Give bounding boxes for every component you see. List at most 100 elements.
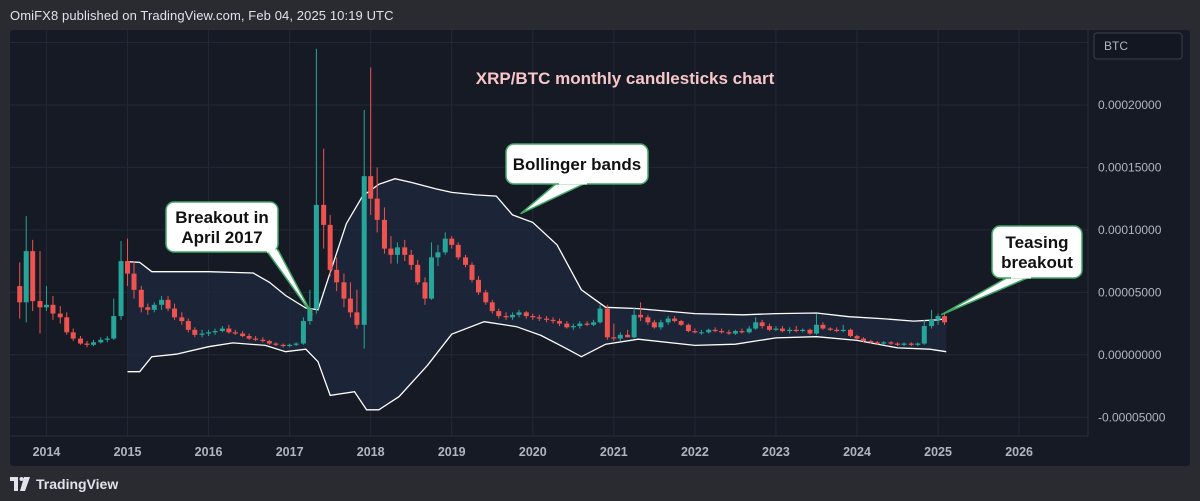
candle (435, 244, 441, 267)
candle (159, 296, 165, 310)
candle (698, 329, 704, 335)
y-tick-label: -0.00005000 (1098, 410, 1166, 424)
candle-body (611, 337, 617, 339)
x-tick-label: 2016 (195, 445, 223, 459)
candle (753, 317, 759, 330)
candle-body (638, 314, 644, 318)
callout-text: April 2017 (181, 228, 262, 247)
candle (455, 242, 461, 260)
candle-body (104, 338, 110, 340)
candle-body (577, 323, 583, 327)
x-tick-label: 2017 (276, 445, 304, 459)
candle-body (685, 324, 691, 332)
callout-text: Breakout in (175, 208, 269, 227)
candle (483, 289, 489, 305)
candle-body (327, 224, 333, 270)
candle (125, 238, 131, 287)
candle-body (179, 317, 185, 322)
candle-body (570, 326, 576, 328)
candle-body (712, 329, 718, 332)
x-tick-label: 2023 (762, 445, 790, 459)
candle-body (773, 328, 779, 330)
y-tick-label: 0.00020000 (1098, 98, 1162, 112)
currency-selector[interactable]: BTC (1093, 32, 1183, 60)
candle-body (381, 219, 387, 249)
candle-body (706, 329, 712, 333)
candle (347, 282, 353, 318)
candle (192, 327, 198, 338)
candle (165, 296, 171, 312)
candle (570, 323, 576, 330)
candle-body (422, 282, 428, 299)
candle-body (64, 317, 70, 333)
candle (354, 289, 360, 329)
candlestick-chart[interactable]: XRP/BTC monthly candlesticks chart Breako… (10, 30, 1190, 466)
candle (172, 303, 178, 320)
x-tick-label: 2026 (1005, 445, 1033, 459)
candle-body (212, 331, 218, 333)
candle (300, 317, 306, 345)
candle (732, 329, 738, 335)
candle (253, 336, 259, 342)
candle (536, 314, 542, 322)
candle-body (692, 331, 698, 333)
candle (199, 329, 205, 338)
candle-body (793, 329, 799, 332)
candle (361, 109, 367, 349)
candle-body (341, 282, 347, 299)
chart-panel[interactable]: XRP/BTC monthly candlesticks chart Breako… (10, 30, 1190, 466)
candle (935, 313, 941, 325)
candle-body (428, 257, 434, 299)
candle (834, 327, 840, 333)
y-tick-label: 0.00005000 (1098, 285, 1162, 299)
candle (807, 328, 813, 335)
candle (449, 236, 455, 249)
candle (185, 318, 191, 333)
candle-body (557, 321, 563, 324)
candle-body (253, 338, 259, 340)
published-info: OmiFX8 published on TradingView.com, Feb… (10, 8, 394, 23)
candle-body (631, 314, 637, 338)
candle (840, 324, 846, 333)
candle (266, 339, 272, 345)
candle-body (658, 322, 664, 328)
candle (64, 312, 70, 335)
candle-body (510, 314, 516, 318)
tradingview-logo[interactable]: TradingView (10, 476, 118, 492)
candle-body (206, 332, 212, 334)
candle (43, 286, 49, 312)
candle-body (929, 319, 935, 327)
candle (334, 257, 340, 292)
candle-body (503, 316, 509, 318)
candle-body (698, 332, 704, 334)
candle (341, 273, 347, 308)
y-tick-label: 0.00015000 (1098, 160, 1162, 174)
candle (138, 286, 144, 313)
candle-body (942, 316, 948, 323)
candle (510, 312, 516, 320)
tradingview-logo-text: TradingView (36, 476, 119, 492)
candle (104, 336, 110, 343)
candle (658, 319, 664, 330)
candle-body (442, 238, 448, 253)
candle-body (625, 334, 631, 338)
candle-body (496, 311, 502, 317)
candle-body (435, 252, 441, 258)
candle (759, 319, 765, 329)
candle-body (455, 244, 461, 258)
candle (428, 242, 434, 300)
candle-body (334, 269, 340, 283)
candle-body (125, 261, 131, 274)
y-tick-label: 0.00000000 (1098, 348, 1162, 362)
candle-body (678, 321, 684, 325)
candle (368, 67, 374, 215)
callout-text: breakout (1001, 253, 1073, 272)
candle-body (921, 326, 927, 344)
candle-body (30, 251, 36, 302)
candle-body (449, 238, 455, 245)
candle-body (469, 264, 475, 280)
bollinger-band-fill (127, 178, 947, 410)
candle-body (881, 342, 887, 344)
callout-text: Bollinger bands (513, 155, 641, 174)
candle (901, 342, 907, 347)
